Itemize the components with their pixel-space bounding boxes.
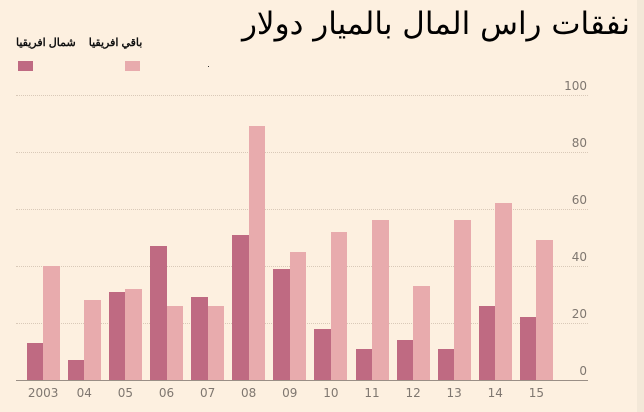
- x-tick-label: 07: [199, 386, 216, 400]
- y-tick-label: 100: [564, 79, 587, 93]
- x-tick-label: 08: [241, 386, 257, 400]
- x-tick-label: 10: [323, 386, 339, 400]
- bar-north-africa: [26, 342, 44, 380]
- x-tick-label: 04: [76, 386, 92, 400]
- x-tick-label: 2003: [27, 386, 59, 400]
- bar-north-africa: [108, 291, 126, 380]
- x-tick-label: 09: [282, 386, 298, 400]
- stray-dot: [208, 66, 209, 67]
- legend: باقي افريقيا شمال افريقيا: [16, 36, 142, 49]
- legend-swatch-north-africa: [18, 61, 33, 71]
- gridline: [16, 209, 588, 210]
- bar-north-africa: [437, 348, 455, 380]
- bar-rest-of-africa: [248, 126, 266, 380]
- x-tick-label: 12: [405, 386, 421, 400]
- bar-north-africa: [150, 246, 167, 380]
- y-tick-label: 20: [571, 307, 587, 321]
- bar-north-africa: [478, 305, 496, 380]
- x-axis-line: [16, 380, 588, 381]
- bar-rest-of-africa: [454, 220, 471, 380]
- x-tick-label: 13: [446, 386, 462, 400]
- bar-north-africa: [314, 328, 331, 380]
- bar-north-africa: [396, 340, 414, 380]
- bar-rest-of-africa: [84, 300, 101, 380]
- x-tick-label: 05: [117, 386, 134, 400]
- legend-label-north-africa: شمال افريقيا: [16, 37, 76, 49]
- bar-north-africa: [191, 297, 208, 380]
- bar-rest-of-africa: [43, 266, 60, 380]
- bar-north-africa: [519, 317, 537, 380]
- x-tick-label: 14: [487, 386, 503, 400]
- bar-north-africa: [355, 348, 372, 380]
- bar-north-africa: [273, 268, 290, 380]
- bar-north-africa: [67, 360, 85, 380]
- bar-rest-of-africa: [330, 231, 348, 380]
- bar-rest-of-africa: [289, 251, 307, 380]
- legend-swatch-rest-of-africa: [125, 61, 140, 71]
- gridline: [16, 95, 588, 96]
- bar-rest-of-africa: [125, 288, 142, 380]
- bar-north-africa: [232, 234, 249, 380]
- gridline: [16, 152, 588, 153]
- legend-label-rest-of-africa: باقي افريقيا: [88, 37, 143, 49]
- bar-rest-of-africa: [495, 203, 512, 380]
- right-edge-strip: [637, 0, 644, 412]
- bar-rest-of-africa: [207, 305, 225, 380]
- chart-title: نفقات راس المال بالميار دولار: [241, 6, 630, 42]
- y-tick-label: 60: [571, 193, 587, 207]
- y-tick-label: 0: [579, 364, 587, 378]
- y-tick-label: 80: [571, 136, 587, 150]
- bar-rest-of-africa: [413, 285, 430, 380]
- x-tick-label: 15: [528, 386, 545, 400]
- x-tick-label: 06: [158, 386, 175, 400]
- y-tick-label: 40: [571, 250, 587, 264]
- bar-rest-of-africa: [166, 305, 183, 380]
- bar-rest-of-africa: [372, 220, 389, 380]
- x-tick-label: 11: [364, 386, 380, 400]
- bar-rest-of-africa: [536, 240, 553, 380]
